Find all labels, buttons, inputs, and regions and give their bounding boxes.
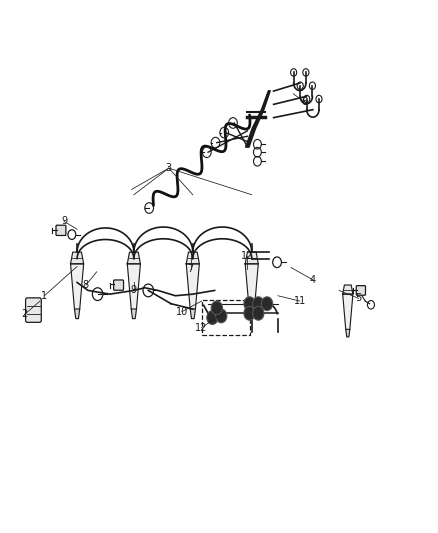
Bar <box>201 300 250 335</box>
Polygon shape <box>245 252 258 264</box>
FancyBboxPatch shape <box>56 225 66 236</box>
Polygon shape <box>71 252 84 264</box>
Text: 12: 12 <box>241 251 254 261</box>
Polygon shape <box>346 329 350 337</box>
Polygon shape <box>127 264 141 309</box>
FancyBboxPatch shape <box>113 280 124 290</box>
Polygon shape <box>343 294 353 329</box>
Text: 3: 3 <box>166 163 172 173</box>
Polygon shape <box>71 264 84 309</box>
FancyBboxPatch shape <box>25 298 41 322</box>
FancyBboxPatch shape <box>356 286 366 295</box>
Circle shape <box>211 301 223 315</box>
Text: 8: 8 <box>83 280 89 290</box>
Polygon shape <box>127 252 141 264</box>
Polygon shape <box>186 264 199 309</box>
Circle shape <box>253 297 264 311</box>
Circle shape <box>215 309 227 323</box>
Text: 9: 9 <box>131 286 137 295</box>
Circle shape <box>244 306 255 320</box>
Polygon shape <box>343 285 353 294</box>
Polygon shape <box>186 252 199 264</box>
Text: 6: 6 <box>301 96 307 107</box>
Text: 1: 1 <box>41 290 47 301</box>
Circle shape <box>261 297 273 311</box>
Circle shape <box>207 311 218 325</box>
Text: 5: 5 <box>356 293 362 303</box>
Text: 12: 12 <box>195 322 208 333</box>
Text: 11: 11 <box>293 296 306 306</box>
Text: 7: 7 <box>187 264 194 274</box>
Polygon shape <box>190 309 195 319</box>
Polygon shape <box>74 309 80 319</box>
Text: 2: 2 <box>21 309 28 319</box>
Text: 9: 9 <box>61 216 67 227</box>
Polygon shape <box>249 309 254 319</box>
Text: 10: 10 <box>176 306 188 317</box>
Polygon shape <box>131 309 137 319</box>
Circle shape <box>244 297 255 311</box>
Circle shape <box>253 306 264 320</box>
Text: 4: 4 <box>310 275 316 285</box>
Polygon shape <box>245 264 258 309</box>
